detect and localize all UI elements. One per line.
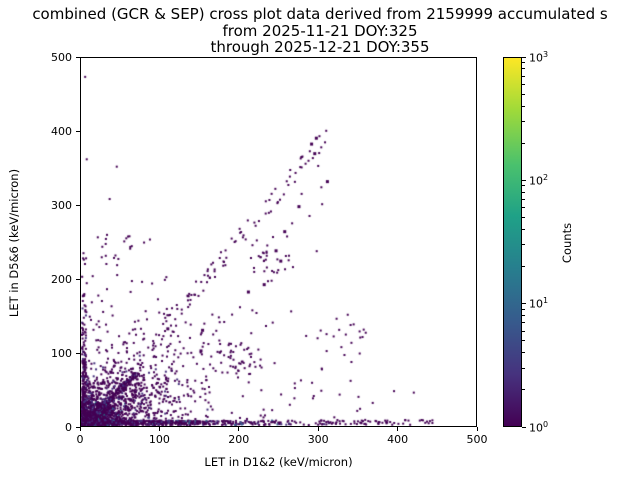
- colorbar-minor-tick-mark: [522, 352, 525, 354]
- colorbar-minor-tick-mark: [522, 228, 525, 230]
- x-tick-mark: [238, 427, 240, 431]
- x-tick-mark: [476, 427, 478, 431]
- colorbar-major-tick-mark: [522, 56, 526, 58]
- figure-title-line-2: from 2025-11-21 DOY:325: [222, 21, 418, 40]
- colorbar-minor-tick-mark: [522, 75, 525, 77]
- y-tick-mark: [76, 352, 80, 354]
- y-tick-mark: [76, 278, 80, 280]
- colorbar-minor-tick-mark: [522, 185, 525, 187]
- colorbar-minor-tick-mark: [522, 93, 525, 95]
- scatter-data-canvas: [81, 58, 476, 426]
- y-tick-mark: [76, 130, 80, 132]
- plot-area: [80, 57, 477, 427]
- colorbar-minor-tick-mark: [522, 62, 525, 64]
- x-tick-label: 0: [76, 433, 84, 446]
- y-tick-label: 400: [51, 124, 72, 138]
- colorbar-minor-tick-mark: [522, 308, 525, 310]
- colorbar-minor-tick-mark: [522, 330, 525, 332]
- colorbar-major-tick-mark: [522, 426, 526, 428]
- x-axis-label: LET in D1&2 (keV/micron): [204, 455, 353, 469]
- y-tick-mark: [76, 56, 80, 58]
- colorbar-minor-tick-mark: [522, 83, 525, 85]
- y-axis-label: LET in D5&6 (keV/micron): [7, 168, 21, 318]
- colorbar-label: Counts: [560, 222, 574, 264]
- x-tick-label: 500: [466, 433, 488, 446]
- y-tick-mark: [76, 204, 80, 206]
- colorbar-tick-label: 100: [529, 419, 549, 435]
- colorbar-tick-label: 102: [529, 172, 549, 188]
- x-tick-label: 400: [387, 433, 409, 446]
- y-tick-mark: [76, 426, 80, 428]
- x-tick-label: 100: [148, 433, 170, 446]
- figure-title-line-1: combined (GCR & SEP) cross plot data der…: [32, 5, 608, 23]
- y-tick-label: 300: [51, 198, 72, 212]
- colorbar-minor-tick-mark: [522, 207, 525, 209]
- x-tick-label: 200: [228, 433, 250, 446]
- colorbar-minor-tick-mark: [522, 142, 525, 144]
- x-tick-label: 300: [307, 433, 329, 446]
- colorbar-minor-tick-mark: [522, 266, 525, 268]
- y-tick-label: 100: [51, 346, 72, 360]
- colorbar-minor-tick-mark: [522, 198, 525, 200]
- colorbar-minor-tick-mark: [522, 340, 525, 342]
- colorbar-minor-tick-mark: [522, 244, 525, 246]
- colorbar-minor-tick-mark: [522, 315, 525, 317]
- colorbar-minor-tick-mark: [522, 216, 525, 218]
- colorbar-tick-label: 103: [529, 49, 549, 65]
- colorbar-major-tick-mark: [522, 179, 526, 181]
- x-tick-mark: [79, 427, 81, 431]
- x-tick-mark: [397, 427, 399, 431]
- x-tick-mark: [317, 427, 319, 431]
- x-tick-mark: [158, 427, 160, 431]
- y-tick-label: 500: [51, 50, 72, 64]
- y-tick-label: 0: [65, 420, 72, 434]
- colorbar-tick-label: 101: [529, 296, 549, 311]
- colorbar-minor-tick-mark: [522, 120, 525, 122]
- colorbar-minor-tick-mark: [522, 367, 525, 369]
- colorbar-major-tick-mark: [522, 303, 526, 305]
- colorbar-minor-tick-mark: [522, 68, 525, 70]
- colorbar-minor-tick-mark: [522, 105, 525, 107]
- colorbar-minor-tick-mark: [522, 322, 525, 324]
- figure-title-line-3: through 2025-12-21 DOY:355: [210, 38, 430, 56]
- figure-title: combined (GCR & SEP) cross plot data der…: [0, 6, 640, 56]
- colorbar: [503, 57, 522, 427]
- colorbar-minor-tick-mark: [522, 389, 525, 391]
- colorbar-minor-tick-mark: [522, 191, 525, 193]
- y-tick-label: 200: [51, 272, 72, 286]
